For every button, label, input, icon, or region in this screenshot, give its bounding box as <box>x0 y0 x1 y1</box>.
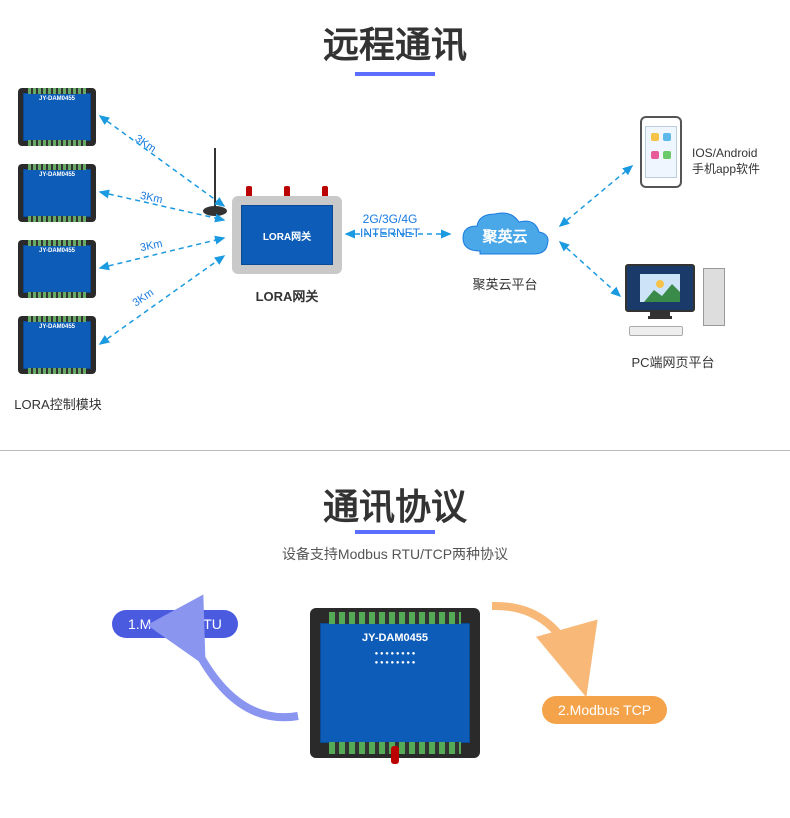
lora-module-caption: LORA控制模块 <box>8 394 108 413</box>
lora-gateway: LORA网关 <box>232 196 342 274</box>
section1-title: 远程通讯 <box>0 16 790 68</box>
section2-subtitle: 设备支持Modbus RTU/TCP两种协议 <box>0 544 790 564</box>
lora-module-3: JY-DAM0455 <box>18 240 96 298</box>
cloud: 聚英云 <box>455 206 555 266</box>
ext-antenna-base <box>203 206 227 216</box>
pc-device <box>625 264 725 344</box>
lora-module-2: JY-DAM0455 <box>18 164 96 222</box>
dist-label-2: 3Km <box>139 190 164 206</box>
protocol-device: JY-DAM0455 ● ● ● ● ● ● ● ●● ● ● ● ● ● ● … <box>310 608 480 758</box>
net-label: 2G/3G/4GINTERNET <box>360 212 420 240</box>
pc-caption: PC端网页平台 <box>618 352 728 371</box>
lora-module-1: JY-DAM0455 <box>18 88 96 146</box>
section2-underline <box>355 530 435 534</box>
gateway-caption: LORA网关 <box>232 286 342 305</box>
section-divider <box>0 450 790 451</box>
dist-label-1: 3Km <box>133 133 158 156</box>
phone-caption: IOS/Android手机app软件 <box>692 146 782 177</box>
cloud-caption: 聚英云平台 <box>455 274 555 293</box>
lora-module-4: JY-DAM0455 <box>18 316 96 374</box>
section2-title: 通讯协议 <box>0 478 790 530</box>
ext-antenna-stick <box>214 148 216 208</box>
phone-device <box>640 116 682 188</box>
dist-label-4: 3Km <box>131 287 156 310</box>
pill-modbus-rtu: 1.Modbus RTU <box>112 610 238 638</box>
section1-underline <box>355 72 435 76</box>
pill-modbus-tcp: 2.Modbus TCP <box>542 696 667 724</box>
dist-label-3: 3Km <box>139 238 164 254</box>
